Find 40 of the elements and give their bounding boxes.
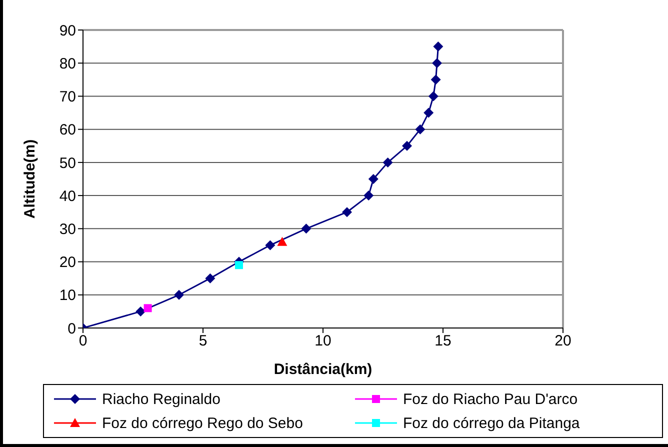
y-axis-title: Altitude(m)	[21, 139, 38, 219]
x-tick-label: 5	[198, 332, 208, 350]
y-tick-label: 50	[59, 154, 76, 172]
y-tick-label: 40	[59, 188, 76, 205]
y-tick-label: 20	[59, 254, 76, 272]
legend-label: Foz do Riacho Pau D'arco	[403, 390, 578, 408]
point	[382, 157, 393, 168]
point	[368, 174, 378, 184]
point	[402, 140, 412, 151]
legend-label: Foz do córrego da Pitanga	[403, 414, 580, 432]
point	[265, 240, 276, 250]
point	[430, 74, 441, 85]
point	[424, 108, 434, 118]
x-tick-label: 0	[78, 332, 88, 350]
y-tick-label: 80	[59, 55, 76, 72]
x-tick-label: 10	[314, 332, 332, 350]
point	[432, 58, 442, 68]
y-tick-label: 70	[59, 88, 76, 106]
point	[428, 91, 438, 102]
point	[205, 273, 216, 284]
point	[144, 304, 152, 312]
legend-label: Riacho Reginaldo	[102, 390, 220, 408]
x-tick-label: 15	[434, 332, 452, 350]
y-tick-label: 30	[59, 220, 76, 238]
point	[433, 42, 444, 52]
point	[174, 290, 184, 300]
point	[342, 207, 352, 218]
legend-label: Foz do córrego Rego do Sebo	[102, 414, 303, 432]
x-axis-title: Distância(km)	[274, 361, 372, 378]
y-tick-label: 60	[59, 122, 76, 139]
y-tick-label: 10	[59, 287, 76, 304]
point	[364, 190, 374, 201]
point	[277, 236, 288, 246]
point	[136, 306, 146, 316]
x-tick-label: 20	[554, 332, 572, 350]
y-tick-label: 90	[59, 22, 76, 40]
y-tick-label: 0	[68, 320, 76, 338]
point	[415, 124, 426, 134]
point	[235, 261, 243, 270]
point	[301, 224, 312, 234]
